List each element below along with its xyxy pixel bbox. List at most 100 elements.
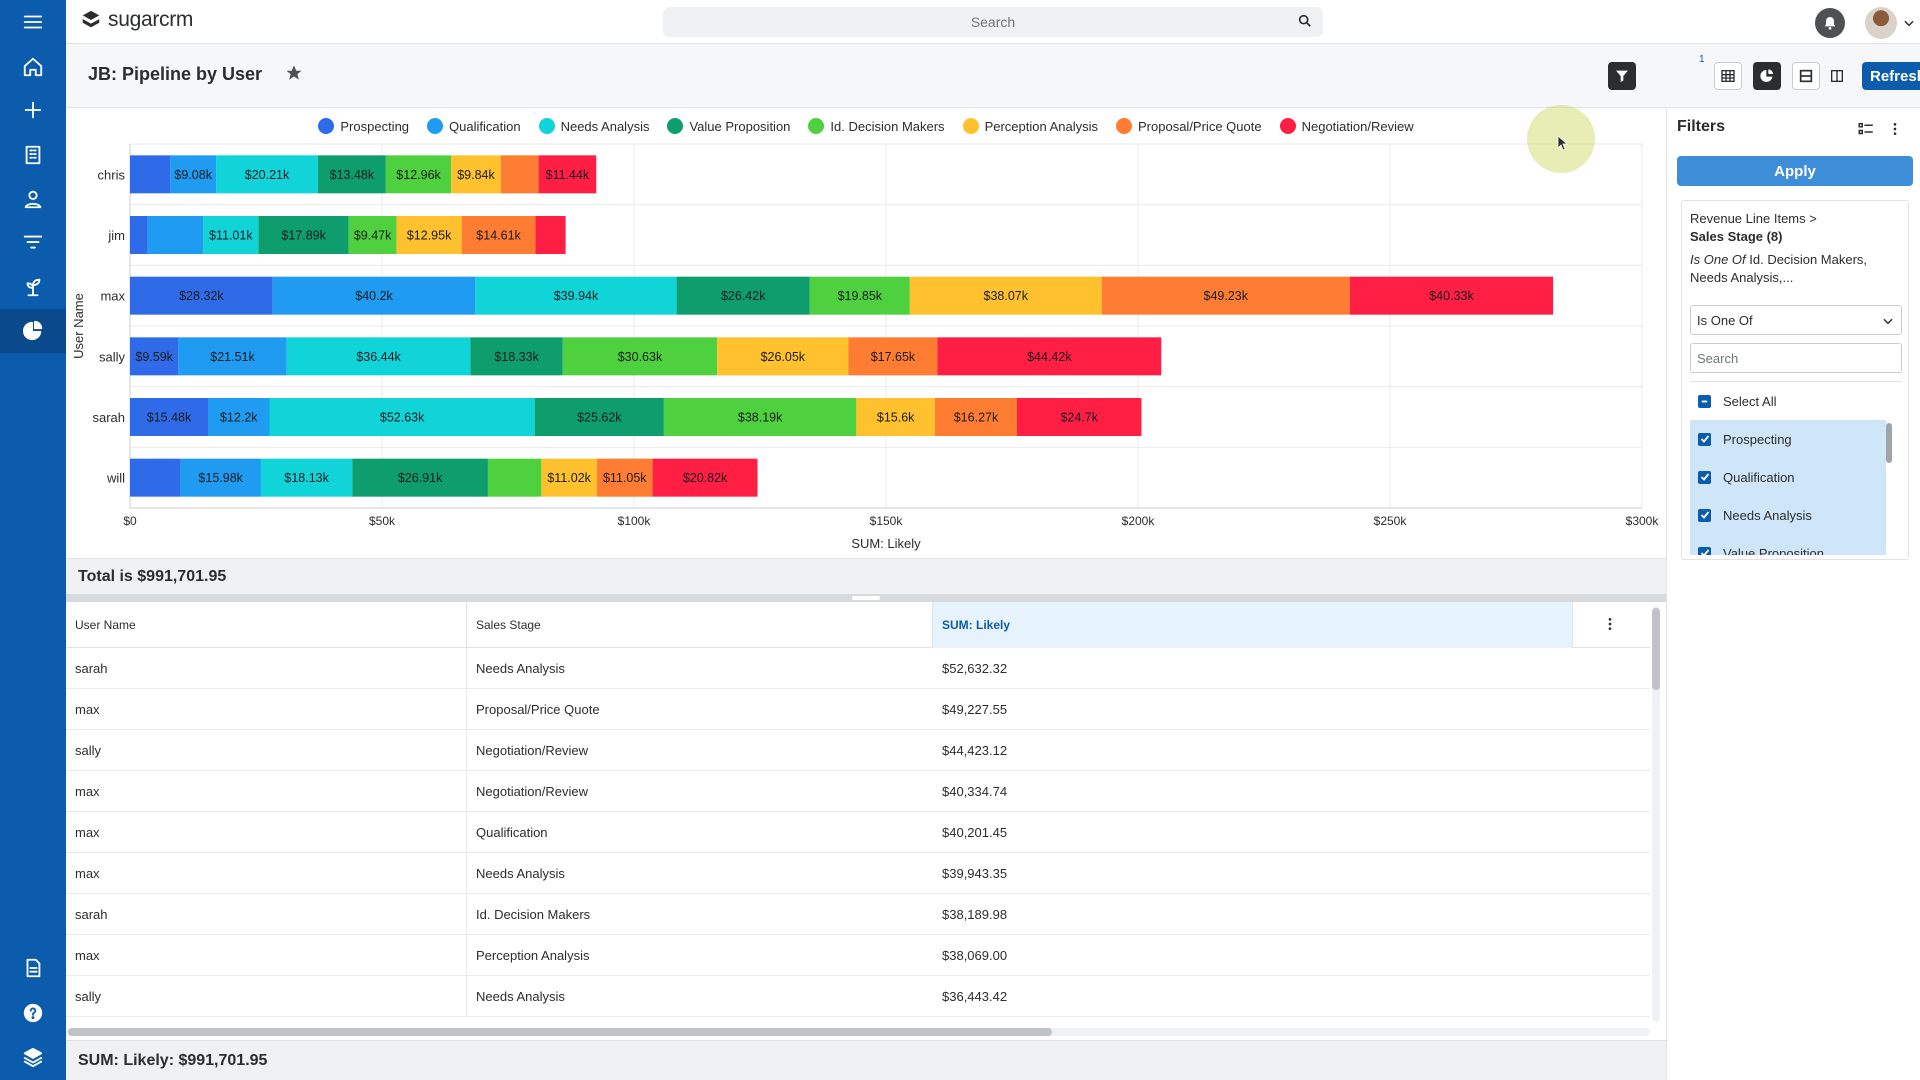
- legend-item[interactable]: Value Proposition: [667, 118, 790, 134]
- bar-segment: [130, 398, 209, 436]
- legend-item[interactable]: Negotiation/Review: [1279, 118, 1414, 134]
- table-row[interactable]: sally Needs Analysis $36,443.42: [66, 976, 1650, 1017]
- filter-list-icon[interactable]: [1857, 120, 1875, 138]
- cell-sales-stage: Needs Analysis: [476, 988, 565, 1004]
- table-row[interactable]: max Qualification $40,201.45: [66, 812, 1650, 853]
- help-button[interactable]: [0, 991, 66, 1035]
- layout-rows-button[interactable]: [1792, 62, 1820, 90]
- cell-user-name: sally: [66, 976, 467, 1016]
- chevron-down-icon[interactable]: [1902, 16, 1916, 30]
- hamburger-menu-button[interactable]: [0, 0, 66, 44]
- column-header-user-name[interactable]: User Name: [66, 602, 467, 648]
- filter-operator-text: Is One Of: [1690, 252, 1746, 267]
- checkbox[interactable]: [1698, 470, 1711, 484]
- column-menu-icon[interactable]: [1602, 616, 1618, 632]
- bar-data-label: $26.42k: [721, 289, 766, 303]
- operator-selected-value: Is One Of: [1697, 312, 1753, 328]
- cell-sales-stage: Needs Analysis: [476, 660, 565, 676]
- cell-user-name: max: [66, 853, 467, 893]
- legend-item[interactable]: Perception Analysis: [962, 118, 1098, 134]
- table-row[interactable]: sarah Needs Analysis $52,632.32: [66, 648, 1650, 689]
- filter-option[interactable]: Prospecting: [1690, 420, 1886, 458]
- cell-sales-stage: Id. Decision Makers: [476, 906, 591, 922]
- opportunities-module-button[interactable]: [0, 265, 66, 309]
- grid-icon: [1721, 70, 1735, 82]
- bar-segment: [676, 276, 810, 315]
- global-search-input[interactable]: Search: [663, 7, 1323, 37]
- column-header-sum-likely[interactable]: SUM: Likely: [933, 602, 1573, 648]
- filter-option[interactable]: Value Proposition: [1690, 534, 1886, 555]
- bar-segment: [663, 398, 857, 436]
- scrollbar-thumb[interactable]: [1652, 608, 1660, 690]
- filter-option[interactable]: Qualification: [1690, 458, 1886, 496]
- filter-options-list: Select All Prospecting Qualification Needs …: [1690, 381, 1902, 555]
- table-row[interactable]: sarah Id. Decision Makers $38,189.98: [66, 894, 1650, 935]
- layers-button[interactable]: [0, 1035, 66, 1079]
- favorite-star-icon[interactable]: [285, 64, 303, 82]
- plant-icon: [26, 278, 41, 297]
- checkbox[interactable]: [1698, 432, 1711, 446]
- legend-item[interactable]: Proposal/Price Quote: [1116, 118, 1262, 134]
- legend-item[interactable]: Prospecting: [318, 118, 409, 134]
- filter-option[interactable]: Select All: [1690, 382, 1886, 420]
- contacts-module-button[interactable]: [0, 177, 66, 221]
- table-view-button[interactable]: [1714, 62, 1742, 90]
- cell-user-name: sarah: [66, 894, 467, 934]
- y-category-label: chris: [98, 167, 126, 182]
- person-icon: [24, 190, 42, 209]
- home-button[interactable]: [0, 45, 66, 89]
- bar-segment: [147, 216, 204, 254]
- filter-toggle-button[interactable]: [1608, 62, 1636, 90]
- sugarcrm-logo[interactable]: sugarcrm: [80, 8, 193, 32]
- bar-data-label: $13.48k: [330, 168, 375, 182]
- document-icon: [26, 958, 41, 978]
- search-icon[interactable]: [1297, 13, 1313, 29]
- cell-sum-likely: $36,443.42: [942, 988, 1008, 1004]
- legend-item[interactable]: Id. Decision Makers: [808, 118, 945, 134]
- documents-button[interactable]: [0, 946, 66, 990]
- legend-item[interactable]: Needs Analysis: [538, 118, 649, 134]
- more-options-icon[interactable]: [1887, 120, 1903, 138]
- bar-data-label: $49.23k: [1204, 289, 1249, 303]
- indeterminate-checkbox[interactable]: [1698, 394, 1711, 408]
- column-header-label: Sales Stage: [476, 618, 541, 632]
- bar-data-label: $26.91k: [398, 471, 443, 485]
- table-row[interactable]: max Needs Analysis $39,943.35: [66, 853, 1650, 894]
- splitter-handle[interactable]: [852, 596, 880, 600]
- layers-icon: [23, 1047, 43, 1068]
- filter-option-label: Needs Analysis: [1723, 507, 1812, 523]
- apply-filters-button[interactable]: Apply: [1677, 156, 1913, 186]
- legend-label: Prospecting: [340, 118, 410, 134]
- legend-item[interactable]: Qualification: [427, 118, 521, 134]
- filter-operator-select[interactable]: Is One Of: [1690, 305, 1902, 335]
- table-horizontal-scrollbar[interactable]: [66, 1028, 1650, 1036]
- bar-segment: [487, 458, 542, 497]
- checkbox[interactable]: [1698, 546, 1711, 555]
- layout-columns-button[interactable]: [1823, 62, 1851, 90]
- table-vertical-scrollbar[interactable]: [1652, 606, 1660, 1022]
- quick-create-button[interactable]: [0, 88, 66, 132]
- scrollbar-thumb[interactable]: [68, 1028, 1052, 1036]
- table-row[interactable]: max Perception Analysis $38,069.00: [66, 935, 1650, 976]
- filter-list-scrollbar[interactable]: [1886, 423, 1892, 463]
- column-header-sales-stage[interactable]: Sales Stage: [467, 602, 933, 648]
- table-row[interactable]: sally Negotiation/Review $44,423.12: [66, 730, 1650, 771]
- accounts-module-button[interactable]: [0, 133, 66, 177]
- refresh-button[interactable]: Refresh: [1862, 62, 1920, 90]
- chart-view-button[interactable]: [1753, 62, 1781, 90]
- panel-splitter[interactable]: [66, 594, 1666, 602]
- leads-module-button[interactable]: [0, 221, 66, 265]
- bar-data-label: $11.02k: [547, 471, 591, 485]
- reports-module-button[interactable]: [0, 309, 66, 353]
- filter-option[interactable]: Needs Analysis: [1690, 496, 1886, 534]
- table-row[interactable]: max Negotiation/Review $40,334.74: [66, 771, 1650, 812]
- user-avatar[interactable]: [1865, 7, 1897, 39]
- bar-segment: [216, 155, 318, 194]
- table-row[interactable]: max Proposal/Price Quote $49,227.55: [66, 689, 1650, 730]
- notifications-button[interactable]: [1815, 8, 1845, 38]
- chart-panel: Prospecting Qualification Needs Analysis Va…: [66, 108, 1666, 558]
- checkbox[interactable]: [1698, 508, 1711, 522]
- cell-user-name: sarah: [66, 648, 467, 688]
- filter-search-input[interactable]: Search: [1690, 343, 1902, 373]
- bar-segment: [258, 216, 349, 254]
